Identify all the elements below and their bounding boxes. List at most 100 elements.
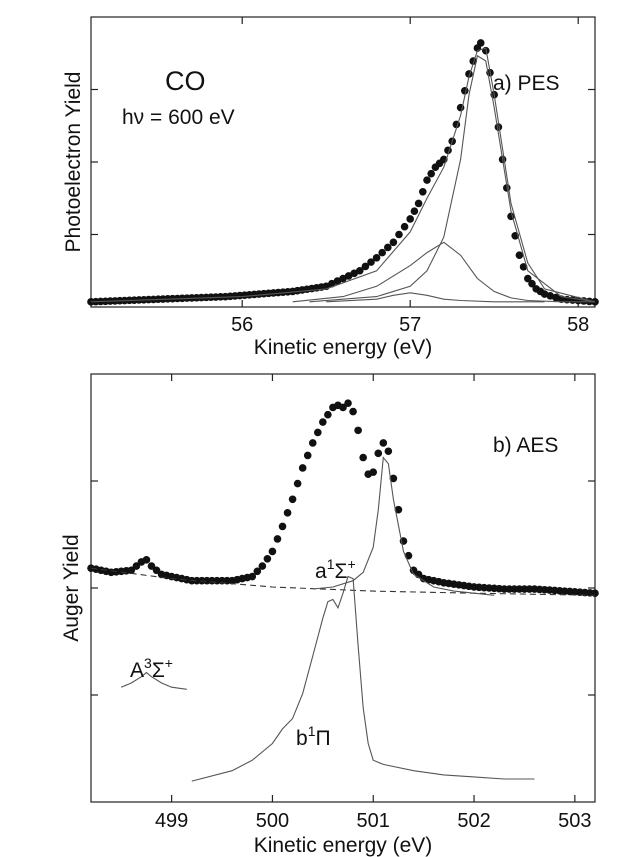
- state-b1pi-letter: b: [296, 727, 308, 750]
- panel-b-x-tick-label: 500: [256, 810, 289, 832]
- panel-a-data-point: [378, 248, 387, 257]
- state-a1sigma-sup: 1: [327, 556, 335, 572]
- panel-a-panel-label: a) PES: [493, 72, 560, 95]
- panel-b-data-point: [258, 562, 267, 570]
- panel-b-data-point: [349, 407, 357, 416]
- panel-b-ticks: 499 500 501 502 503: [91, 374, 595, 832]
- panel-a-data-point: [389, 238, 398, 247]
- panel-b-data-point: [152, 566, 161, 575]
- panel-b-data-point: [288, 495, 297, 504]
- panel-a-data-point: [400, 222, 409, 231]
- panel-b-data-point: [354, 426, 362, 435]
- panel-b-series: [87, 399, 599, 782]
- state-b1pi-sup: 1: [308, 723, 316, 739]
- panel-a-data-point: [515, 251, 524, 260]
- panel-a-x-tick-label: 58: [567, 314, 589, 336]
- panel-b-data-point: [389, 474, 398, 483]
- state-A3sigma-term: Σ: [152, 659, 165, 682]
- panel-b-fit-curve-2: [312, 456, 495, 596]
- panel-b-data-point: [142, 556, 151, 564]
- panel-b-data-point: [303, 451, 312, 460]
- panel-a-fit-curve-1: [90, 47, 596, 303]
- panel-a-data-point: [410, 207, 419, 215]
- panel-b-data-point: [339, 403, 347, 412]
- panel-a-data-point: [361, 262, 370, 271]
- panel-a-data-point: [528, 279, 536, 288]
- state-a1sigma-letter: a: [315, 560, 327, 583]
- panel-a-ticks: 56 57 58: [91, 17, 595, 336]
- panel-b-fit-curve-1: [90, 567, 596, 596]
- state-a1sigma-term-sup: +: [347, 556, 355, 572]
- panel-b-data-point: [394, 505, 403, 514]
- panel-b-fit-curve-4: [191, 575, 535, 782]
- panel-b-data-point: [127, 566, 136, 575]
- panel-b-data-point: [308, 439, 317, 447]
- panel-b-data-point: [278, 522, 287, 531]
- state-a1sigma-term: Σ: [334, 560, 347, 583]
- panel-a-series: [87, 39, 599, 306]
- panel-a-data-point: [524, 274, 532, 283]
- panel-b-fit-curve-3: [120, 671, 187, 690]
- panel-a-y-axis-title: Photoelectron Yield: [62, 72, 85, 253]
- panel-a-photon-energy-label: hν = 600 eV: [122, 106, 235, 129]
- panel-b-data-point: [591, 589, 599, 598]
- panel-b-data-point: [268, 547, 277, 556]
- panel-a-data-point: [406, 215, 415, 223]
- panel-b-data-point: [253, 567, 262, 576]
- panel-b-data-point: [283, 509, 292, 517]
- panel-b-x-axis-title: Kinetic energy (eV): [254, 834, 433, 857]
- panel-a-data-point: [395, 230, 403, 239]
- panel-b-data-point: [147, 562, 156, 570]
- panel-b-x-tick-label: 502: [457, 810, 490, 832]
- panel-a-frame: [90, 16, 596, 308]
- panel-a-data-point: [427, 169, 436, 178]
- panel-b-data-point: [384, 447, 393, 456]
- panel-a-fit-curve-4: [326, 292, 545, 303]
- panel-b-data-point: [374, 449, 383, 458]
- panel-b-y-axis-title: Auger Yield: [60, 534, 83, 641]
- panel-b-x-tick-label: 503: [558, 810, 591, 832]
- panel-a: 56 57 58 CO hν = 600 eV a) PES Kinetic ene…: [62, 16, 599, 359]
- panel-b-data-point: [293, 479, 302, 488]
- panel-a-x-axis-title: Kinetic energy (eV): [254, 336, 433, 359]
- panel-a-data-point: [423, 176, 431, 184]
- panel-b-data-point: [324, 410, 332, 419]
- state-b1pi-term: Π: [315, 727, 330, 750]
- panel-a-data-point: [414, 199, 423, 208]
- panel-b-data-point: [132, 562, 141, 570]
- panel-a-data-point: [419, 187, 427, 196]
- panel-a-x-tick-label: 57: [399, 314, 421, 336]
- panel-a-data-point: [476, 39, 485, 47]
- panel-b: 499 500 501 502 503 b) AES a1Σ+ A3Σ+ b1Π Kin…: [60, 373, 599, 857]
- state-b1pi-label: b1Π: [296, 723, 331, 750]
- panel-a-data-point: [372, 254, 381, 262]
- panel-b-x-tick-label: 499: [155, 810, 188, 832]
- state-A3sigma-term-sup: +: [165, 655, 173, 671]
- panel-a-x-tick-label: 56: [231, 314, 253, 336]
- panel-b-data-point: [263, 554, 272, 563]
- state-A3sigma-letter: A: [130, 659, 144, 682]
- panel-b-data-point: [248, 572, 257, 581]
- panel-b-data-point: [298, 464, 307, 472]
- panel-b-data-point: [359, 453, 367, 462]
- panel-a-data-point: [367, 258, 375, 266]
- panel-b-data-point: [369, 468, 378, 476]
- panel-b-data-point: [273, 535, 282, 543]
- panel-a-molecule-label: CO: [165, 66, 206, 96]
- panel-b-data-point: [314, 428, 322, 437]
- state-A3sigma-label: A3Σ+: [130, 655, 173, 682]
- state-A3sigma-sup: 3: [144, 655, 152, 671]
- panel-b-data-point: [319, 418, 327, 426]
- panel-b-x-tick-label: 501: [357, 810, 390, 832]
- panel-a-data-point: [519, 263, 528, 271]
- panel-b-data-point: [344, 399, 352, 408]
- panel-b-data-point: [379, 439, 388, 447]
- panel-a-fit-curve-2: [292, 241, 595, 303]
- state-a1sigma-label: a1Σ+: [315, 556, 356, 583]
- panel-b-panel-label: b) AES: [493, 434, 558, 457]
- panel-a-data-point: [384, 243, 392, 252]
- panel-a-data-point: [356, 266, 364, 275]
- panel-a-fit-curve-3: [309, 54, 596, 303]
- panel-b-data-point: [409, 566, 418, 575]
